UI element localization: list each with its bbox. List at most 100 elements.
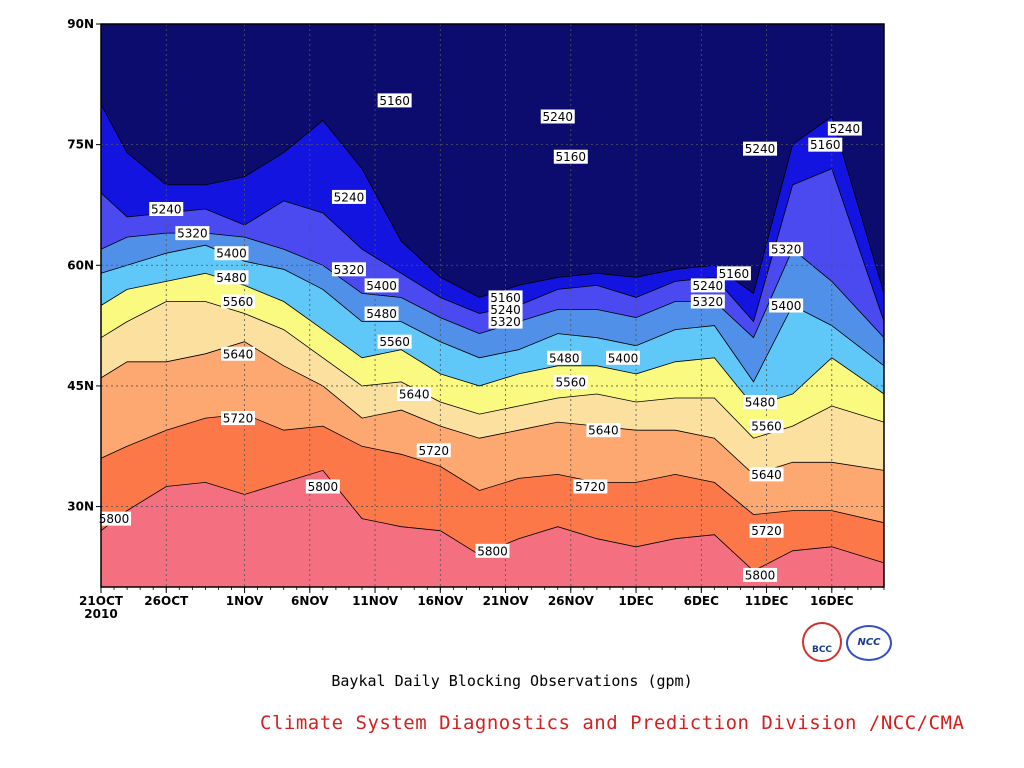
x-tick-label: 26NOV — [548, 594, 595, 608]
y-axis: 90N 75N 60N 45N 30N — [67, 17, 101, 514]
contour-label: 5560 — [223, 295, 254, 309]
contour-fills — [101, 24, 884, 587]
chart-subtitle: Climate System Diagnostics and Predictio… — [260, 712, 965, 734]
bcc-logo: BCC — [802, 622, 842, 662]
contour-label: 5720 — [751, 524, 782, 538]
y-tick-label: 60N — [67, 258, 94, 272]
y-tick-label: 30N — [67, 500, 94, 514]
contour-label: 5640 — [588, 424, 619, 438]
y-tick-label: 75N — [67, 138, 94, 152]
contour-label: 5800 — [308, 480, 339, 494]
contour-label: 5160 — [556, 150, 587, 164]
contour-label-box — [743, 567, 778, 582]
x-tick-label: 16DEC — [810, 594, 854, 608]
contour-label-box — [331, 262, 366, 277]
isoline-5320 — [100, 232, 885, 339]
contour-label: 5400 — [608, 351, 639, 365]
contour-label: 5720 — [419, 444, 450, 458]
contour-label-box — [416, 443, 451, 458]
contour-label-box — [214, 246, 249, 261]
x-tick-label: 21OCT — [79, 594, 124, 608]
contour-label-box — [743, 395, 778, 410]
contour-label: 5800 — [477, 544, 508, 558]
contour-chart: 5800 5800 5800 5800 5720 5720 5720 5720 5640 5640… — [67, 17, 885, 621]
contour-label-box — [808, 137, 843, 152]
contour-label: 5640 — [751, 468, 782, 482]
contour-label-box — [749, 419, 784, 434]
contour-band-5240_5320 — [101, 168, 884, 338]
contour-band-5480_5560 — [101, 273, 884, 439]
contour-label: 5480 — [216, 271, 247, 285]
contour-label: 5560 — [556, 375, 587, 389]
contour-label: 5800 — [99, 512, 130, 526]
contour-label: 5240 — [151, 202, 182, 216]
contour-label-box — [769, 242, 804, 257]
contour-label-box — [305, 479, 340, 494]
x-tick-label: 11NOV — [352, 594, 399, 608]
contour-label: 5240 — [334, 190, 365, 204]
x-tick-label: 11DEC — [745, 594, 789, 608]
contour-label-box — [364, 278, 399, 293]
contour-label: 5240 — [745, 142, 776, 156]
contour-label-box — [690, 294, 725, 309]
contour-band-5640_5720 — [101, 341, 884, 523]
contour-label-box — [573, 479, 608, 494]
contour-label: 5640 — [223, 347, 254, 361]
contour-label-box — [716, 266, 751, 281]
contour-label-box — [586, 423, 621, 438]
contour-label: 5720 — [575, 480, 606, 494]
contour-label-box — [547, 350, 582, 365]
contour-label-box — [221, 346, 256, 361]
isoline-5160 — [100, 104, 885, 298]
contour-label: 5800 — [745, 568, 776, 582]
contour-label: 5400 — [771, 299, 802, 313]
chart-title: Baykal Daily Blocking Observations (gpm) — [331, 672, 693, 690]
contour-label: 5720 — [223, 412, 254, 426]
contour-band-5560_5640 — [101, 301, 884, 475]
contour-label: 5320 — [334, 263, 365, 277]
contour-label-box — [743, 141, 778, 156]
contour-label-box — [606, 350, 640, 365]
x-tick-label: 1NOV — [226, 594, 264, 608]
contour-label: 5480 — [366, 307, 397, 321]
contour-labels: 5800 5800 5800 5800 5720 5720 5720 5720 5640 5640… — [97, 93, 862, 582]
contour-label-box — [475, 543, 510, 558]
contour-label: 5560 — [379, 335, 410, 349]
contour-label: 5640 — [399, 387, 430, 401]
isoline-5240 — [100, 168, 885, 323]
contour-label: 5560 — [751, 420, 782, 434]
contour-label: 5320 — [177, 227, 208, 241]
y-tick-label: 45N — [67, 379, 94, 393]
contour-label-box — [175, 226, 210, 241]
contour-label-box — [214, 270, 249, 285]
contour-band-5160_5240 — [101, 104, 884, 322]
contour-label-box — [553, 149, 588, 164]
x-tick-label: 16NOV — [417, 594, 464, 608]
contour-label: 5160 — [719, 267, 750, 281]
contour-label: 5320 — [490, 315, 521, 329]
contour-label: 5160 — [379, 94, 410, 108]
contour-label: 5400 — [216, 247, 247, 261]
contour-label: 5320 — [771, 243, 802, 257]
contour-label-box — [221, 294, 256, 309]
x-tick-label: 2010 — [84, 607, 117, 621]
contour-label: 5240 — [830, 122, 861, 136]
contour-label-box — [769, 298, 804, 313]
contour-label-box — [553, 374, 588, 389]
contour-label-box — [377, 93, 412, 108]
contour-band-5720_5800 — [101, 414, 884, 571]
contour-label-box — [364, 306, 399, 321]
isoline-5640 — [100, 341, 885, 475]
y-tick-label: 90N — [67, 17, 94, 31]
contour-label-box — [377, 334, 412, 349]
contour-label: 5320 — [693, 295, 724, 309]
contour-label-box — [488, 290, 523, 305]
contour-label: 5480 — [549, 351, 580, 365]
contour-label-box — [331, 189, 366, 204]
contour-lines — [100, 104, 885, 572]
contour-band-above_5800 — [101, 470, 884, 587]
x-tick-label: 1DEC — [618, 594, 654, 608]
contour-band-5320_5400 — [101, 233, 884, 382]
contour-band-below_5160 — [101, 24, 884, 298]
